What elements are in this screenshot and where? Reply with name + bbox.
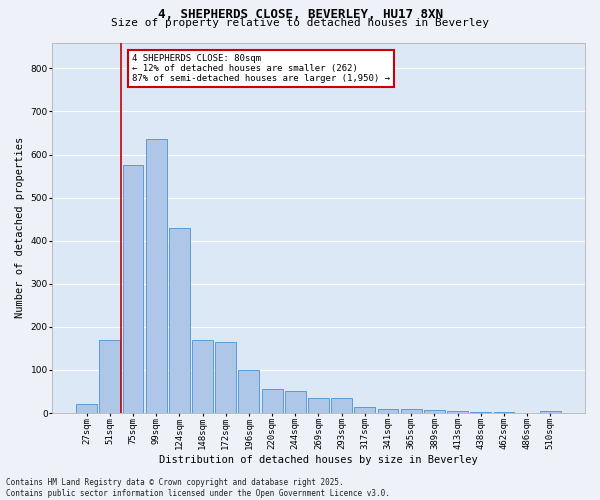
Bar — [146, 140, 167, 413]
Bar — [470, 412, 491, 413]
Text: Contains HM Land Registry data © Crown copyright and database right 2025.
Contai: Contains HM Land Registry data © Crown c… — [6, 478, 390, 498]
Bar — [494, 412, 514, 413]
Bar — [100, 340, 120, 413]
Bar — [447, 411, 468, 413]
Bar — [169, 228, 190, 413]
Bar — [215, 342, 236, 413]
Bar — [355, 406, 375, 413]
Bar — [540, 411, 561, 413]
Text: 4 SHEPHERDS CLOSE: 80sqm
← 12% of detached houses are smaller (262)
87% of semi-: 4 SHEPHERDS CLOSE: 80sqm ← 12% of detach… — [132, 54, 390, 84]
Bar — [424, 410, 445, 413]
Bar — [401, 408, 422, 413]
Bar — [331, 398, 352, 413]
Bar — [377, 408, 398, 413]
Bar — [238, 370, 259, 413]
Bar — [192, 340, 213, 413]
Bar — [122, 166, 143, 413]
X-axis label: Distribution of detached houses by size in Beverley: Distribution of detached houses by size … — [159, 455, 478, 465]
Bar — [308, 398, 329, 413]
Text: Size of property relative to detached houses in Beverley: Size of property relative to detached ho… — [111, 18, 489, 28]
Y-axis label: Number of detached properties: Number of detached properties — [15, 137, 25, 318]
Bar — [285, 392, 306, 413]
Bar — [76, 404, 97, 413]
Text: 4, SHEPHERDS CLOSE, BEVERLEY, HU17 8XN: 4, SHEPHERDS CLOSE, BEVERLEY, HU17 8XN — [157, 8, 443, 20]
Bar — [262, 390, 283, 413]
